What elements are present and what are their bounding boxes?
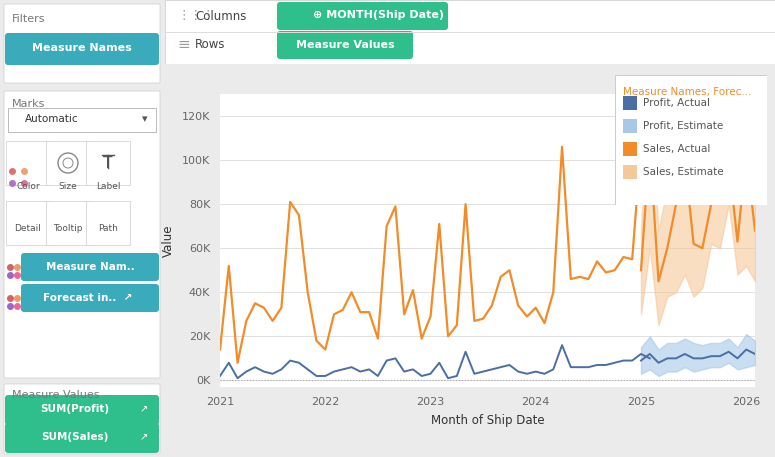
Text: Label: Label <box>96 182 120 191</box>
Text: ⊕ MONTH(Ship Date): ⊕ MONTH(Ship Date) <box>313 11 444 21</box>
FancyBboxPatch shape <box>4 91 160 378</box>
FancyBboxPatch shape <box>86 141 130 185</box>
FancyBboxPatch shape <box>21 253 159 281</box>
Text: Sales, Actual: Sales, Actual <box>643 144 711 154</box>
Bar <box>623 119 637 133</box>
Text: SUM(Profit): SUM(Profit) <box>40 404 109 414</box>
FancyBboxPatch shape <box>8 108 156 132</box>
Text: Profit, Actual: Profit, Actual <box>643 98 710 108</box>
X-axis label: Month of Ship Date: Month of Ship Date <box>431 414 544 427</box>
Text: Columns: Columns <box>195 10 246 22</box>
FancyBboxPatch shape <box>277 31 413 59</box>
Y-axis label: Value: Value <box>162 224 175 257</box>
FancyBboxPatch shape <box>4 384 160 454</box>
FancyBboxPatch shape <box>277 2 448 30</box>
FancyBboxPatch shape <box>21 284 159 312</box>
Text: ⋮⋮⋮: ⋮⋮⋮ <box>177 10 215 22</box>
FancyBboxPatch shape <box>4 4 160 83</box>
Text: Path: Path <box>98 224 118 233</box>
Bar <box>623 142 637 156</box>
Text: T: T <box>103 155 112 170</box>
Text: ≡: ≡ <box>177 37 190 53</box>
Text: ↗: ↗ <box>140 432 148 442</box>
Text: Measure Names: Measure Names <box>32 43 132 53</box>
Text: Rows: Rows <box>195 38 226 52</box>
Text: Measure Values: Measure Values <box>296 40 394 50</box>
Text: ▾: ▾ <box>143 114 148 124</box>
Text: Detail: Detail <box>15 224 41 233</box>
Text: SUM(Sales): SUM(Sales) <box>41 432 108 442</box>
Text: Color: Color <box>16 182 40 191</box>
Text: Measure Values: Measure Values <box>12 390 99 400</box>
Text: Tooltip: Tooltip <box>53 224 83 233</box>
Text: Size: Size <box>59 182 78 191</box>
Text: ↗: ↗ <box>140 404 148 414</box>
FancyBboxPatch shape <box>6 141 50 185</box>
FancyBboxPatch shape <box>5 33 159 65</box>
FancyBboxPatch shape <box>5 395 159 425</box>
FancyBboxPatch shape <box>5 423 159 453</box>
Bar <box>623 165 637 179</box>
Text: Sales, Estimate: Sales, Estimate <box>643 167 724 177</box>
Text: Automatic: Automatic <box>25 114 78 124</box>
FancyBboxPatch shape <box>86 201 130 245</box>
FancyBboxPatch shape <box>46 141 90 185</box>
Text: Marks: Marks <box>12 99 46 109</box>
Text: Profit, Estimate: Profit, Estimate <box>643 121 723 131</box>
Bar <box>623 96 637 110</box>
FancyBboxPatch shape <box>46 201 90 245</box>
Text: Measure Names, Forec...: Measure Names, Forec... <box>623 87 752 97</box>
Text: Filters: Filters <box>12 14 46 24</box>
Text: Forecast in..  ↗: Forecast in.. ↗ <box>43 293 133 303</box>
FancyBboxPatch shape <box>6 201 50 245</box>
Text: Measure Nam..: Measure Nam.. <box>46 262 134 272</box>
